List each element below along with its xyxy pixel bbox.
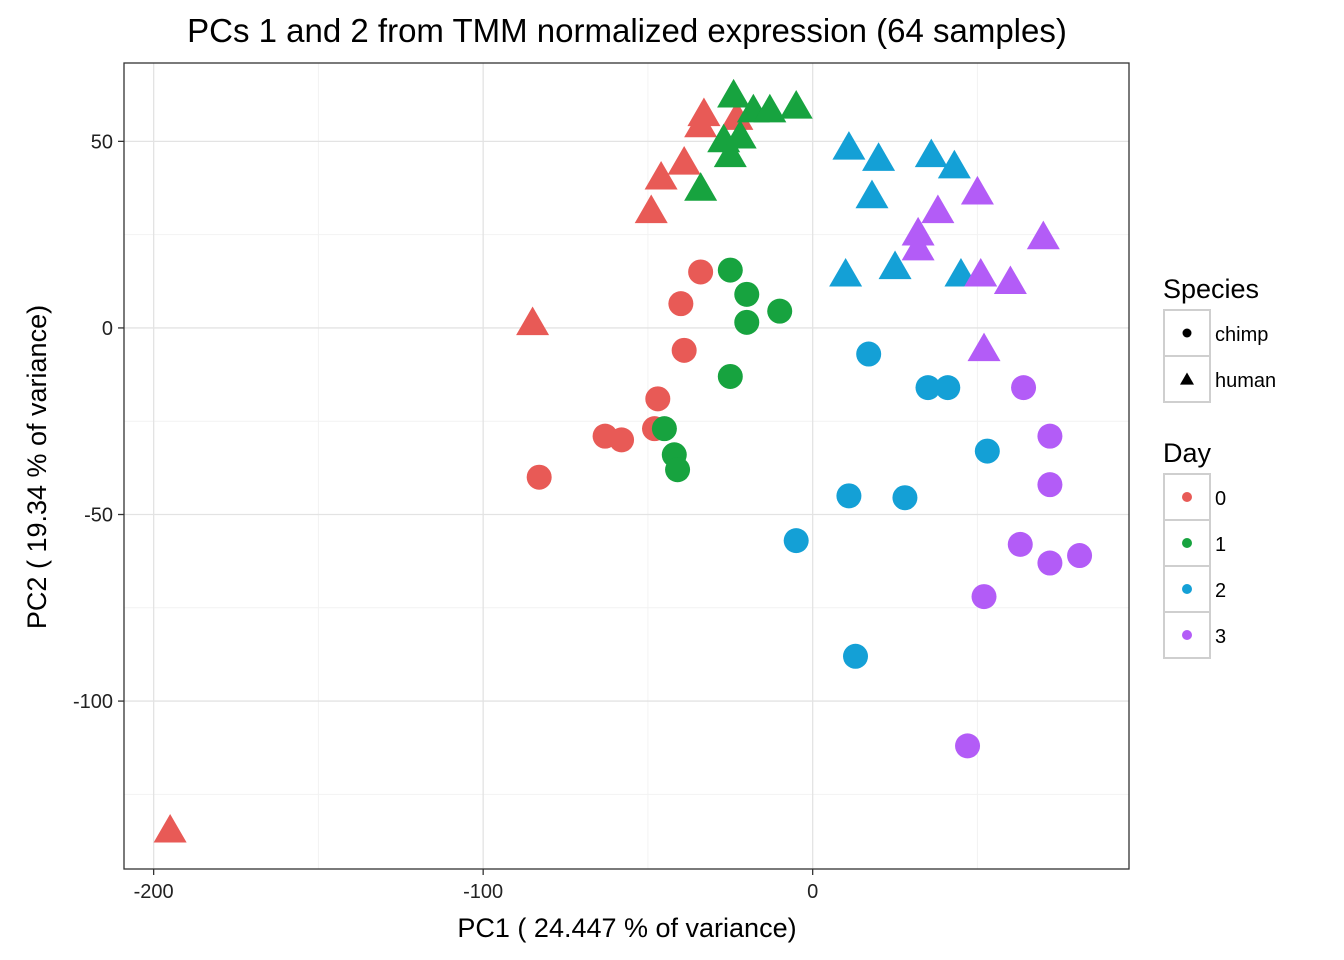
data-point-human-day-2 <box>855 179 889 209</box>
data-point-human-day-1 <box>713 138 747 168</box>
plot-background <box>124 63 1129 869</box>
data-point-chimp-day-2 <box>843 643 869 669</box>
data-point-human-day-3 <box>921 194 955 224</box>
data-point-chimp-day-0 <box>645 386 671 412</box>
data-point-human-day-0 <box>644 160 678 190</box>
data-point-chimp-day-3 <box>971 584 997 610</box>
legend-title-day: Day <box>1163 438 1212 468</box>
data-point-human-day-0 <box>516 306 550 336</box>
data-point-human-day-0 <box>720 101 754 130</box>
y-axis: -100 -50 0 50 <box>73 131 124 713</box>
data-point-human-day-0 <box>634 194 668 224</box>
data-point-human-day-0 <box>684 108 718 138</box>
y-tick-label: 0 <box>102 318 113 340</box>
legend-label: 0 <box>1215 488 1226 510</box>
legend-label: 3 <box>1215 626 1226 648</box>
data-point-chimp-day-0 <box>668 291 694 317</box>
data-point-chimp-day-2 <box>892 485 918 511</box>
data-point-chimp-day-3 <box>1067 543 1093 569</box>
legend-color-swatch <box>1182 492 1192 502</box>
data-point-human-day-2 <box>914 138 948 168</box>
data-points <box>153 78 1093 843</box>
plot-panel <box>124 63 1129 869</box>
x-tick-label: 0 <box>807 881 818 903</box>
data-point-human-day-2 <box>862 142 896 171</box>
data-point-human-day-0 <box>153 813 187 843</box>
legend-color-swatch <box>1182 538 1192 548</box>
data-point-chimp-day-0 <box>688 259 714 285</box>
data-point-human-day-3 <box>960 175 994 205</box>
legend-circle-icon <box>1182 328 1192 338</box>
data-point-human-day-1 <box>753 93 787 123</box>
data-point-chimp-day-1 <box>665 457 691 483</box>
legend-title-species: Species <box>1163 274 1259 304</box>
data-point-human-day-2 <box>829 257 863 287</box>
data-point-chimp-day-1 <box>717 363 743 389</box>
data-point-human-day-3 <box>993 265 1027 295</box>
x-tick-label: -200 <box>134 881 174 903</box>
legend-triangle-icon <box>1180 372 1194 385</box>
data-point-chimp-day-1 <box>734 309 760 335</box>
legend-color-swatch <box>1182 584 1192 594</box>
legend-label: 1 <box>1215 534 1226 556</box>
data-point-human-day-3 <box>1026 220 1060 250</box>
data-point-human-day-3 <box>901 216 935 246</box>
data-point-human-day-2 <box>878 250 912 280</box>
data-point-human-day-3 <box>901 231 935 261</box>
data-point-chimp-day-3 <box>1011 375 1037 401</box>
data-point-human-day-2 <box>832 131 866 160</box>
data-point-human-day-1 <box>684 172 718 201</box>
data-point-chimp-day-3 <box>955 733 981 759</box>
y-tick-label: 50 <box>91 131 113 153</box>
data-point-human-day-1 <box>717 78 751 108</box>
plot-border <box>123 62 1130 870</box>
legend-color-swatch <box>1182 630 1192 640</box>
data-point-chimp-day-1 <box>767 298 793 324</box>
legend-label: human <box>1215 370 1276 392</box>
y-tick-label: -100 <box>73 691 113 713</box>
y-axis-title: PC2 ( 19.34 % of variance) <box>22 305 52 629</box>
data-point-human-day-1 <box>723 119 757 149</box>
data-point-human-day-3 <box>964 257 998 287</box>
data-point-chimp-day-0 <box>609 427 635 453</box>
data-point-human-day-1 <box>779 90 813 119</box>
x-axis-title: PC1 ( 24.447 % of variance) <box>457 913 796 943</box>
legend-label: 2 <box>1215 580 1226 602</box>
data-point-chimp-day-3 <box>1037 472 1063 498</box>
x-tick-label: -100 <box>463 881 503 903</box>
data-point-chimp-day-1 <box>651 416 677 442</box>
data-point-chimp-day-0 <box>526 464 552 490</box>
legend-label: chimp <box>1215 324 1268 346</box>
data-point-chimp-day-3 <box>1037 423 1063 449</box>
data-point-chimp-day-1 <box>717 257 743 283</box>
data-point-chimp-day-2 <box>935 375 961 401</box>
data-point-chimp-day-0 <box>671 337 697 363</box>
chart-title: PCs 1 and 2 from TMM normalized expressi… <box>187 12 1067 49</box>
data-point-chimp-day-1 <box>734 281 760 307</box>
data-point-human-day-2 <box>937 149 971 179</box>
y-tick-label: -50 <box>84 505 113 527</box>
data-point-human-day-0 <box>667 146 701 175</box>
data-point-chimp-day-2 <box>915 375 941 401</box>
data-point-chimp-day-3 <box>1037 550 1063 576</box>
x-axis: -200 -100 0 <box>134 869 818 903</box>
data-point-chimp-day-2 <box>856 341 882 367</box>
data-point-chimp-day-2 <box>974 438 1000 464</box>
data-point-human-day-3 <box>967 332 1001 362</box>
data-point-chimp-day-3 <box>1007 531 1033 557</box>
data-point-chimp-day-2 <box>783 528 809 554</box>
data-point-chimp-day-2 <box>836 483 862 509</box>
